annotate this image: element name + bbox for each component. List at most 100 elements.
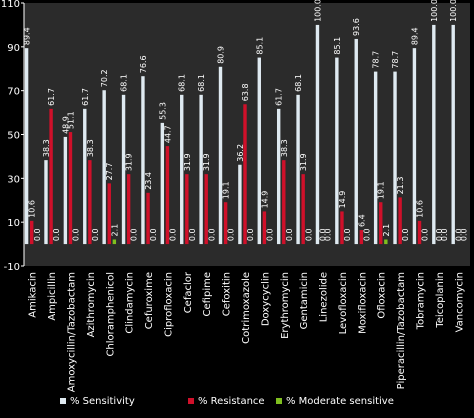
data-label: 78.7 — [372, 51, 381, 69]
data-label: 85.1 — [255, 37, 264, 55]
y-tick-label: 110 — [1, 0, 20, 10]
x-tick-label: Cotrimoxazole — [241, 272, 252, 344]
bar — [384, 239, 387, 244]
x-tick-label: Ciprofloxacin — [163, 272, 174, 337]
data-label: 80.9 — [217, 46, 226, 64]
data-label: 14.9 — [338, 191, 347, 209]
data-label: 0.0 — [285, 228, 294, 241]
data-label: 0.0 — [91, 228, 100, 241]
y-tick-label: 50 — [7, 131, 20, 142]
data-label: 38.3 — [280, 139, 289, 157]
y-tick-label: 10 — [7, 218, 20, 229]
bar — [44, 160, 47, 244]
data-label: 0.0 — [343, 228, 352, 241]
data-label: 31.9 — [202, 153, 211, 171]
data-label: 61.7 — [275, 88, 284, 106]
bar — [393, 72, 396, 244]
x-tick-label: Azithromycin — [86, 272, 97, 337]
y-tick-label: 70 — [7, 87, 20, 98]
x-tick-label: Erythromycin — [280, 272, 291, 339]
data-label: 10.6 — [28, 200, 37, 218]
data-label: 61.7 — [47, 88, 56, 106]
data-label: 0.0 — [207, 228, 216, 241]
legend-swatch — [60, 398, 66, 404]
data-label: 100.0 — [313, 0, 322, 22]
x-tick-label: Cefipime — [202, 272, 213, 316]
bar — [64, 137, 67, 244]
data-label: 70.2 — [100, 69, 109, 87]
bar — [69, 132, 72, 244]
data-label: 0.0 — [130, 228, 139, 241]
data-label: 31.9 — [125, 153, 134, 171]
x-tick-label: Chloramphenicol — [105, 272, 116, 357]
data-label: 68.1 — [120, 74, 129, 92]
bar — [335, 58, 338, 245]
data-label: 78.7 — [391, 51, 400, 69]
x-tick-label: Doxycyclin — [260, 272, 271, 326]
data-label: 0.0 — [52, 228, 61, 241]
legend: % Sensitivity % Resistance % Moderate sens… — [60, 396, 394, 407]
data-label: 68.1 — [178, 74, 187, 92]
data-label: 0.0 — [421, 228, 430, 241]
bar — [113, 239, 116, 244]
x-tick-label: Cefuroxime — [144, 272, 155, 329]
legend-label: % Sensitivity — [70, 396, 135, 407]
data-label: 14.9 — [260, 191, 269, 209]
legend-label: % Resistance — [198, 396, 265, 407]
data-label: 31.9 — [299, 153, 308, 171]
data-label: 68.1 — [294, 74, 303, 92]
data-label: 0.0 — [265, 228, 274, 241]
data-label: 0.0 — [246, 228, 255, 241]
data-label: 100.0 — [430, 0, 439, 22]
data-label: 55.3 — [158, 102, 167, 120]
data-label: 19.1 — [222, 181, 231, 199]
legend-swatch — [188, 398, 194, 404]
x-tick-label: Vancomycin — [454, 272, 465, 332]
data-label: 23.4 — [144, 172, 153, 190]
bar — [243, 104, 246, 244]
data-label: 51.1 — [66, 111, 75, 129]
x-tick-label: Ofloxacin — [377, 272, 388, 319]
bar — [238, 165, 241, 244]
data-label: 10.6 — [416, 200, 425, 218]
data-label: 85.1 — [333, 37, 342, 55]
bar — [374, 72, 377, 244]
data-label: 0.0 — [324, 228, 333, 241]
data-label: 27.7 — [105, 163, 114, 181]
data-label: 21.3 — [396, 177, 405, 195]
data-label: 0.0 — [188, 228, 197, 241]
y-tick-label: 30 — [7, 174, 20, 185]
x-tick-label: Ampicillin — [47, 272, 58, 321]
data-label: 68.1 — [197, 74, 206, 92]
legend-label: % Moderate sensitive — [286, 396, 394, 407]
x-tick-label: Amoxycillin/Tazobactam — [66, 272, 77, 392]
data-label: 0.0 — [169, 228, 178, 241]
bar — [83, 109, 86, 244]
bar — [49, 109, 52, 244]
y-tick-label: -10 — [4, 262, 20, 273]
x-tick-label: Teicoplanin — [435, 272, 446, 329]
x-tick-label: Levofloxacin — [338, 272, 349, 334]
bar — [355, 39, 358, 244]
x-tick-label: Amikacin — [28, 272, 39, 318]
data-label: 0.0 — [401, 228, 410, 241]
x-tick-label: Moxifloxacin — [357, 272, 368, 334]
bar — [432, 25, 435, 244]
bar — [452, 25, 455, 244]
x-tick-label: Linezolide — [319, 272, 330, 322]
data-label: 19.1 — [377, 181, 386, 199]
data-label: 0.0 — [459, 228, 468, 241]
bar — [277, 109, 280, 244]
x-tick-label: Gentamicin — [299, 272, 310, 329]
data-label: 0.0 — [33, 228, 42, 241]
data-label: 89.4 — [23, 27, 32, 45]
bar — [379, 202, 382, 244]
data-label: 0.0 — [304, 228, 313, 241]
data-label: 2.1 — [382, 224, 391, 237]
bar — [141, 76, 144, 244]
x-tick-label: Clindamycin — [125, 272, 136, 334]
x-tick-label: Piperacillin/Tazobactam — [396, 272, 407, 389]
data-label: 38.3 — [86, 139, 95, 157]
data-label: 93.6 — [352, 18, 361, 36]
